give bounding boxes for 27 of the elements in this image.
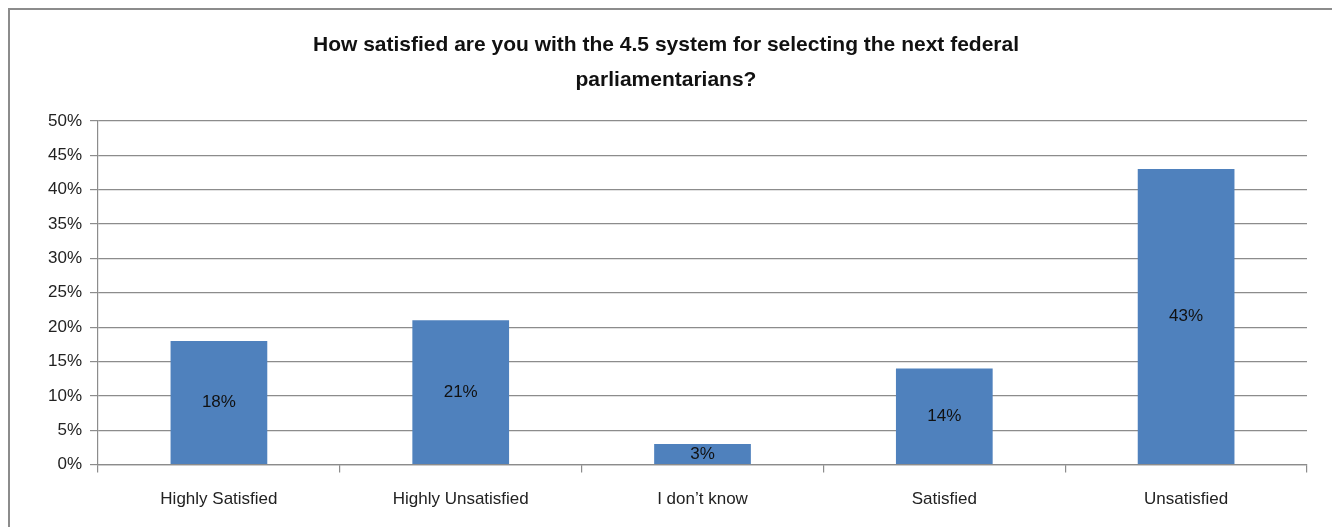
- bar: [170, 340, 268, 464]
- x-tick-label: Unsatisfied: [1144, 489, 1229, 509]
- bar: [412, 320, 510, 464]
- x-tick-label: I don’t know: [657, 489, 749, 509]
- y-tick-label: 50%: [47, 110, 83, 130]
- bar: [1137, 169, 1235, 464]
- y-tick-label: 35%: [47, 213, 83, 233]
- y-tick-label: 0%: [57, 454, 83, 474]
- bar: [895, 368, 993, 464]
- x-tick-label: Highly Satisfied: [160, 489, 278, 509]
- y-tick-label: 15%: [47, 351, 83, 371]
- bar: [654, 443, 751, 464]
- data-label: 43%: [1169, 306, 1204, 326]
- x-tick-label: Satisfied: [911, 489, 977, 509]
- y-tick-label: 10%: [47, 385, 83, 405]
- y-tick-label: 5%: [57, 419, 83, 439]
- y-tick-label: 25%: [47, 282, 83, 302]
- data-label: 3%: [690, 443, 715, 463]
- x-tick-label: Highly Unsatisfied: [392, 489, 529, 509]
- data-label: 18%: [201, 392, 236, 412]
- data-label: 21%: [443, 381, 478, 401]
- y-tick-label: 45%: [47, 145, 83, 165]
- y-tick-label: 30%: [47, 248, 83, 268]
- data-label: 14%: [927, 405, 962, 425]
- y-tick-label: 40%: [47, 179, 83, 199]
- y-tick-label: 20%: [47, 316, 83, 336]
- chart-title: How satisfied are you with the 4.5 system for selecting the next federal parliamentarians?: [311, 31, 1020, 92]
